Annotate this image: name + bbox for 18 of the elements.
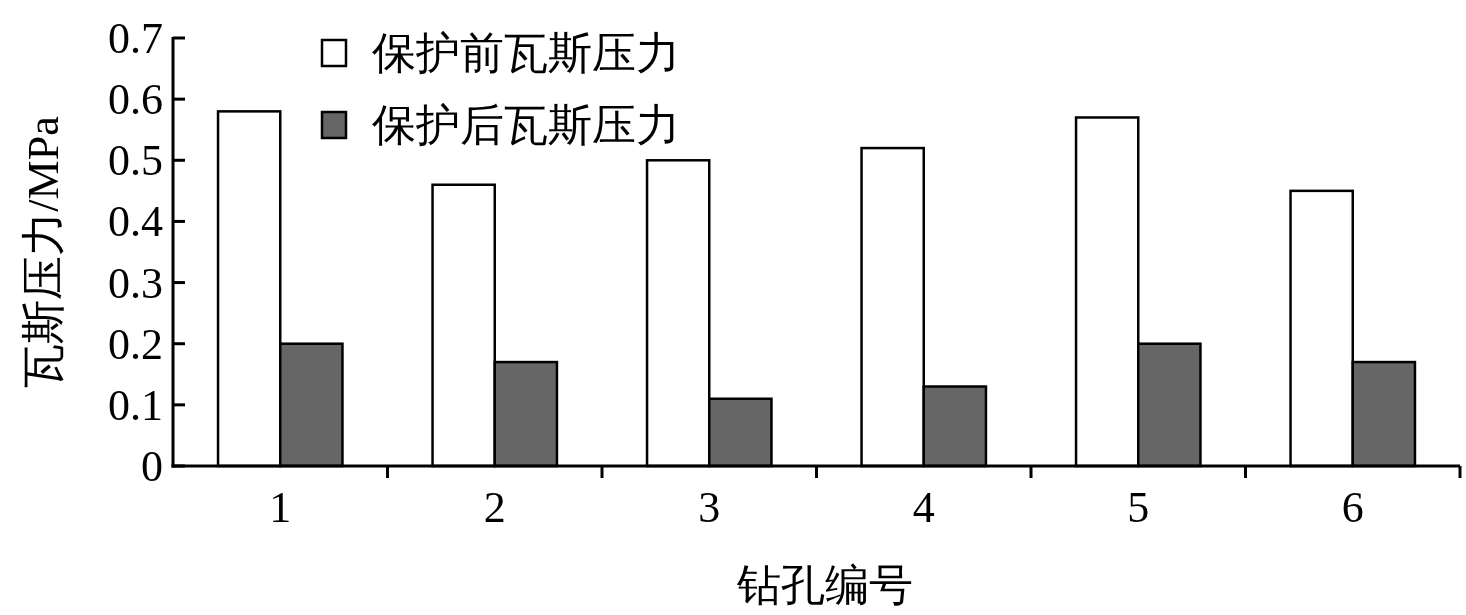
y-tick-label: 0.4	[108, 197, 163, 247]
y-tick-label: 0.5	[108, 136, 163, 186]
y-tick-label: 0.7	[108, 14, 163, 63]
x-axis-title: 钻孔编号	[735, 561, 913, 610]
y-tick-label: 0.3	[108, 258, 163, 308]
y-tick-label: 0	[141, 442, 163, 491]
x-tick-label: 3	[698, 483, 721, 532]
y-tick-label: 0.2	[108, 319, 163, 369]
y-tick-label: 0.1	[108, 380, 163, 430]
x-tick-label: 5	[1127, 483, 1150, 532]
x-tick-label: 2	[483, 483, 506, 532]
x-tick-label: 1	[269, 483, 292, 532]
x-tick-label: 4	[912, 483, 935, 532]
x-tick-label: 6	[1341, 483, 1364, 532]
legend-label: 保护后瓦斯压力	[372, 101, 680, 150]
y-tick-label: 0.6	[108, 75, 163, 125]
legend-label: 保护前瓦斯压力	[372, 29, 680, 78]
y-axis-title: 瓦斯压力/MPa	[19, 116, 68, 388]
